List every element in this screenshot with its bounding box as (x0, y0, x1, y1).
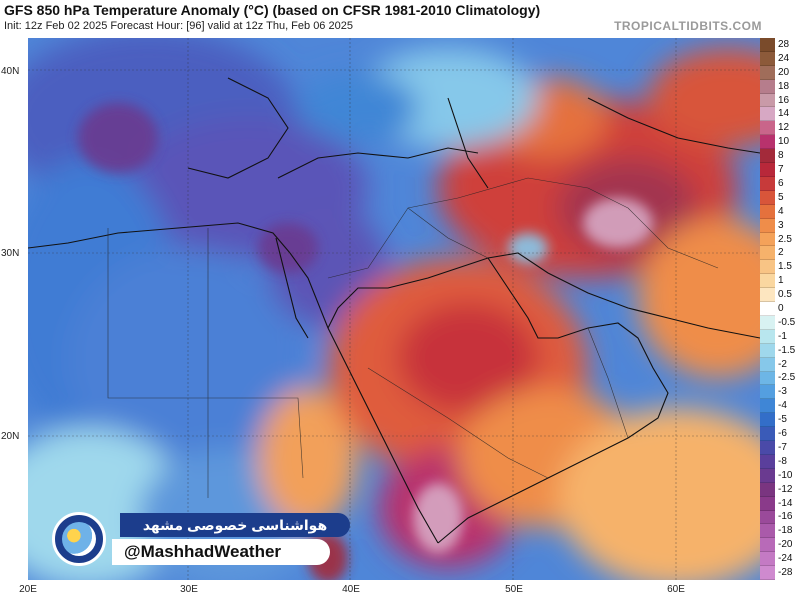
legend-swatch (760, 93, 775, 108)
watermark-persian-text: هواشناسی خصوصی مشهد (120, 513, 350, 537)
legend-swatch (760, 427, 775, 442)
legend-label: 1.5 (778, 261, 792, 273)
lon-label-60e: 60E (667, 584, 685, 595)
legend-label: -5 (778, 414, 787, 426)
legend-swatch (760, 121, 775, 136)
legend-label: -28 (778, 567, 793, 579)
legend-label: -20 (778, 539, 793, 551)
legend-swatch (760, 149, 775, 164)
legend-swatch (760, 204, 775, 219)
lon-label-50e: 50E (505, 584, 523, 595)
lon-label-30e: 30E (180, 584, 198, 595)
legend-swatch (760, 38, 775, 52)
legend-swatch (760, 399, 775, 414)
legend-label: -1.5 (778, 344, 796, 356)
legend-swatch (760, 385, 775, 400)
legend-label: 16 (778, 94, 790, 106)
legend-swatch (760, 524, 775, 539)
coastlines (28, 77, 760, 544)
legend-label: 0.5 (778, 289, 792, 301)
legend-label: 20 (778, 66, 790, 78)
legend-swatch (760, 552, 775, 567)
legend-label: -16 (778, 511, 793, 523)
legend-label: -3 (778, 386, 787, 398)
legend-swatch (760, 413, 775, 428)
watermark-handle: @MashhadWeather (112, 539, 330, 565)
legend-swatch (760, 65, 775, 80)
legend-label: -12 (778, 483, 793, 495)
legend-label: -2.5 (778, 372, 796, 384)
legend-swatch (760, 566, 775, 580)
temperature-anomaly-map (28, 38, 760, 580)
legend-label: 1 (778, 275, 784, 287)
legend-label: -6 (778, 428, 787, 440)
map-canvas (28, 38, 760, 580)
legend-swatch (760, 246, 775, 261)
legend-label: 24 (778, 52, 790, 64)
legend-label: 3 (778, 219, 784, 231)
lat-label-40n: 40N (1, 66, 20, 77)
legend-label: 5 (778, 191, 784, 203)
lon-label-40e: 40E (342, 584, 360, 595)
legend-swatch (760, 496, 775, 511)
legend-swatch (760, 190, 775, 205)
legend-swatch (760, 302, 775, 316)
brand-label: TROPICALTIDBITS.COM (614, 19, 762, 33)
legend-swatch (760, 107, 775, 122)
legend-swatch (760, 482, 775, 497)
legend-label: 4 (778, 205, 784, 217)
legend-label: -14 (778, 497, 793, 509)
legend-label: 10 (778, 136, 790, 148)
graticule (28, 38, 760, 580)
legend-swatch (760, 260, 775, 275)
legend-label: 7 (778, 164, 784, 176)
legend-swatch (760, 135, 775, 150)
legend-swatch (760, 454, 775, 469)
map-title: GFS 850 hPa Temperature Anomaly (°C) (ba… (4, 2, 541, 18)
legend-label: -18 (778, 525, 793, 537)
legend-swatch (760, 441, 775, 455)
legend-label: 14 (778, 108, 790, 120)
legend-swatch (760, 288, 775, 303)
legend-label: -2 (778, 358, 787, 370)
legend-swatch (760, 163, 775, 177)
legend-label: -8 (778, 455, 787, 467)
legend-label: -7 (778, 441, 787, 453)
legend-swatch (760, 538, 775, 553)
legend-swatch (760, 329, 775, 344)
legend-swatch (760, 315, 775, 330)
legend-label: -0.5 (778, 316, 796, 328)
country-borders (107, 177, 719, 498)
legend-label: 28 (778, 38, 790, 50)
legend-label: 0 (778, 303, 784, 314)
legend-label: 8 (778, 150, 784, 162)
legend-label: 2 (778, 247, 784, 259)
legend-label: 6 (778, 177, 784, 189)
mashhad-weather-logo-icon (52, 512, 106, 566)
legend-label: -24 (778, 553, 793, 565)
legend-swatch (760, 371, 775, 386)
legend-swatch (760, 232, 775, 247)
legend-swatch (760, 274, 775, 289)
legend-label: -4 (778, 400, 787, 412)
legend-label: 2.5 (778, 233, 792, 245)
lat-label-20n: 20N (1, 431, 20, 442)
legend-label: -10 (778, 469, 793, 481)
legend-swatch (760, 468, 775, 483)
color-legend: 28 24 20 18 16 14 12 10 8 7 6 5 4 3 2.5 2 1.5 1 0.5 0 -0.5 -1… (760, 38, 800, 580)
legend-swatch (760, 51, 775, 66)
legend-swatch (760, 357, 775, 372)
legend-swatch (760, 510, 775, 525)
header: GFS 850 hPa Temperature Anomaly (°C) (ba… (0, 0, 800, 38)
legend-label: -1 (778, 330, 787, 342)
legend-swatch (760, 343, 775, 358)
legend-swatch (760, 218, 775, 233)
lon-label-20e: 20E (19, 584, 37, 595)
legend-label: 18 (778, 80, 790, 92)
lat-label-30n: 30N (1, 248, 20, 259)
map-subtitle: Init: 12z Feb 02 2025 Forecast Hour: [96… (4, 20, 353, 32)
legend-swatch (760, 79, 775, 94)
legend-swatch (760, 176, 775, 191)
legend-label: 12 (778, 122, 790, 134)
